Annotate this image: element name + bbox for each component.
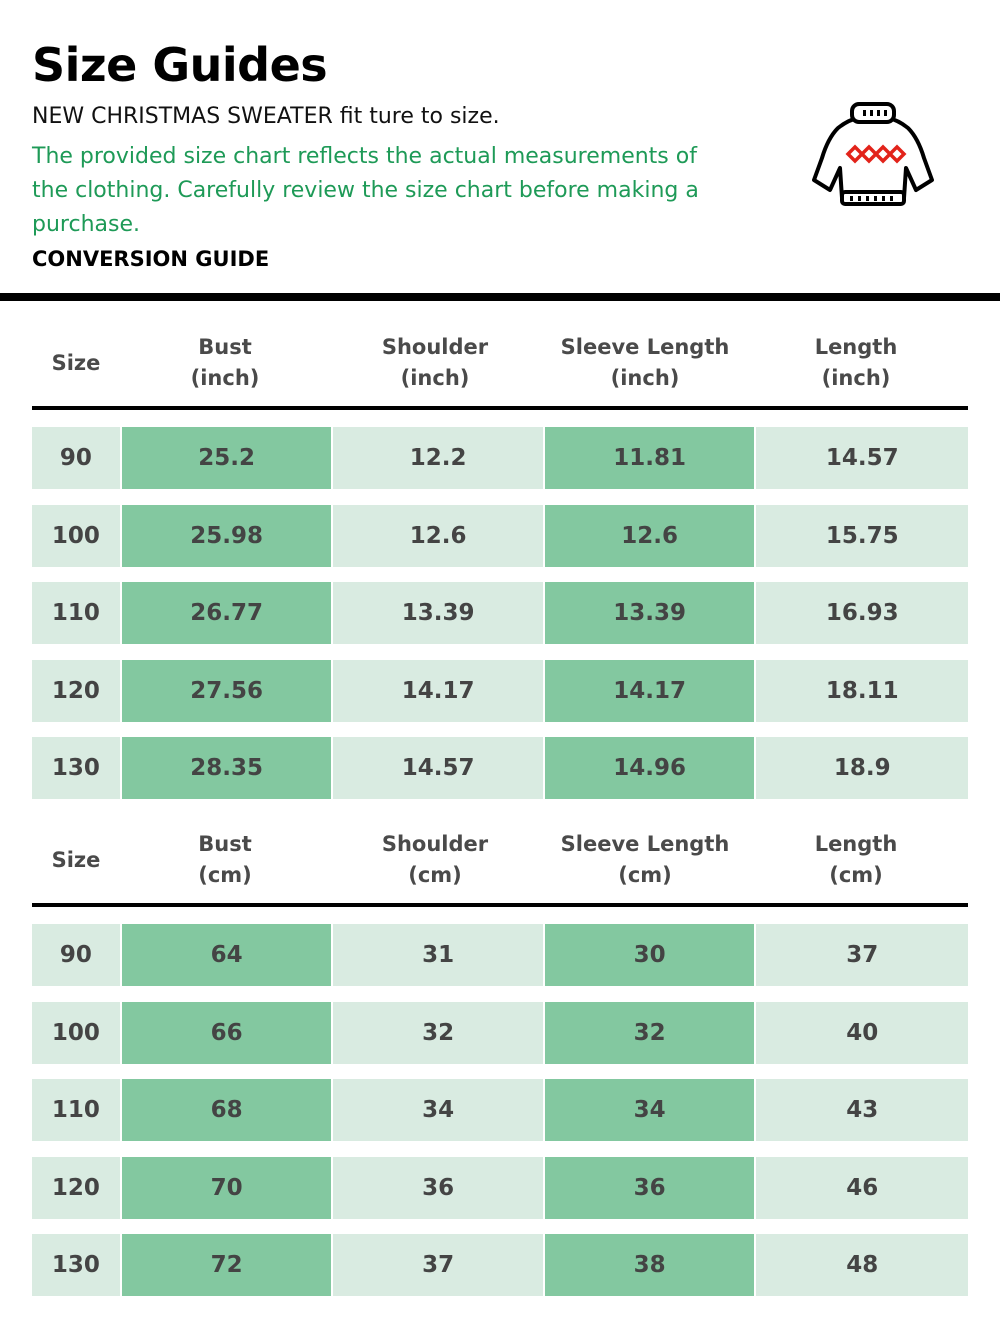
column-header: Bust (inch) bbox=[190, 335, 260, 390]
table-cell: 32 bbox=[333, 1001, 543, 1064]
table-cell: 27.56 bbox=[121, 659, 332, 722]
table-cell: 14.57 bbox=[333, 737, 543, 799]
table-header: Size Bust (inch) Shoulder (inch) Sleeve Len… bbox=[32, 320, 968, 406]
table-cell: 12.6 bbox=[333, 504, 543, 567]
table-cell: 100 bbox=[32, 504, 120, 567]
header-rule bbox=[32, 406, 968, 410]
table-cell: 34 bbox=[544, 1079, 755, 1141]
table-cell: 37 bbox=[333, 1234, 543, 1296]
header-rule bbox=[32, 903, 968, 907]
table-cell: 68 bbox=[121, 1079, 332, 1141]
table-cell: 18.9 bbox=[756, 737, 968, 799]
table-cell: 110 bbox=[32, 1079, 120, 1141]
table-cell: 90 bbox=[32, 924, 120, 986]
table-cell: 14.96 bbox=[544, 737, 755, 799]
table-cell: 25.2 bbox=[121, 427, 332, 489]
conversion-guide-label: CONVERSION GUIDE bbox=[32, 247, 270, 271]
table-row: 110 26.77 13.39 13.39 16.93 bbox=[32, 582, 968, 644]
table-row: 120 27.56 14.17 14.17 18.11 bbox=[32, 659, 968, 722]
table-header: Size Bust (cm) Shoulder (cm) Sleeve Length … bbox=[32, 817, 968, 903]
table-cell: 48 bbox=[756, 1234, 968, 1296]
table-cell: 14.17 bbox=[544, 659, 755, 722]
table-cell: 36 bbox=[544, 1156, 755, 1219]
column-header: Shoulder (cm) bbox=[381, 832, 489, 887]
table-row: 130 72 37 38 48 bbox=[32, 1234, 968, 1296]
table-cell: 30 bbox=[544, 924, 755, 986]
table-cell: 15.75 bbox=[756, 504, 968, 567]
column-header: Sleeve Length (cm) bbox=[560, 832, 730, 887]
table-row: 100 66 32 32 40 bbox=[32, 1001, 968, 1064]
table-row: 100 25.98 12.6 12.6 15.75 bbox=[32, 504, 968, 567]
table-cell: 25.98 bbox=[121, 504, 332, 567]
table-cell: 11.81 bbox=[544, 427, 755, 489]
divider bbox=[0, 293, 1000, 301]
table-cell: 43 bbox=[756, 1079, 968, 1141]
table-cell: 100 bbox=[32, 1001, 120, 1064]
column-header: Length (cm) bbox=[814, 832, 898, 887]
table-row: 90 64 31 30 37 bbox=[32, 924, 968, 986]
table-cell: 12.6 bbox=[544, 504, 755, 567]
column-header: Length (inch) bbox=[814, 335, 898, 390]
table-cell: 40 bbox=[756, 1001, 968, 1064]
table-cell: 110 bbox=[32, 582, 120, 644]
column-header: Shoulder (inch) bbox=[381, 335, 489, 390]
table-row: 90 25.2 12.2 11.81 14.57 bbox=[32, 427, 968, 489]
page-title: Size Guides bbox=[32, 38, 328, 92]
table-row: 130 28.35 14.57 14.96 18.9 bbox=[32, 737, 968, 799]
table-cell: 130 bbox=[32, 737, 120, 799]
table-cell: 14.17 bbox=[333, 659, 543, 722]
table-cell: 120 bbox=[32, 659, 120, 722]
table-cell: 38 bbox=[544, 1234, 755, 1296]
subtitle: NEW CHRISTMAS SWEATER fit ture to size. bbox=[32, 104, 500, 129]
table-cell: 130 bbox=[32, 1234, 120, 1296]
table-cell: 26.77 bbox=[121, 582, 332, 644]
table-cell: 32 bbox=[544, 1001, 755, 1064]
table-cell: 16.93 bbox=[756, 582, 968, 644]
table-cell: 70 bbox=[121, 1156, 332, 1219]
size-table-inch: Size Bust (inch) Shoulder (inch) Sleeve Len… bbox=[32, 320, 968, 815]
column-header: Sleeve Length (inch) bbox=[560, 335, 730, 390]
table-cell: 64 bbox=[121, 924, 332, 986]
table-cell: 120 bbox=[32, 1156, 120, 1219]
table-cell: 12.2 bbox=[333, 427, 543, 489]
table-cell: 13.39 bbox=[333, 582, 543, 644]
table-row: 120 70 36 36 46 bbox=[32, 1156, 968, 1219]
table-cell: 31 bbox=[333, 924, 543, 986]
sweater-icon bbox=[812, 102, 934, 206]
table-cell: 18.11 bbox=[756, 659, 968, 722]
table-cell: 28.35 bbox=[121, 737, 332, 799]
table-cell: 14.57 bbox=[756, 427, 968, 489]
table-row: 110 68 34 34 43 bbox=[32, 1079, 968, 1141]
column-header: Size bbox=[51, 847, 101, 872]
table-cell: 72 bbox=[121, 1234, 332, 1296]
table-cell: 90 bbox=[32, 427, 120, 489]
table-cell: 34 bbox=[333, 1079, 543, 1141]
table-cell: 36 bbox=[333, 1156, 543, 1219]
table-cell: 46 bbox=[756, 1156, 968, 1219]
measurement-note: The provided size chart reflects the act… bbox=[32, 144, 699, 237]
table-cell: 37 bbox=[756, 924, 968, 986]
table-cell: 13.39 bbox=[544, 582, 755, 644]
column-header: Size bbox=[51, 350, 101, 375]
column-header: Bust (cm) bbox=[198, 832, 252, 887]
table-cell: 66 bbox=[121, 1001, 332, 1064]
size-table-cm: Size Bust (cm) Shoulder (cm) Sleeve Length … bbox=[32, 817, 968, 1312]
